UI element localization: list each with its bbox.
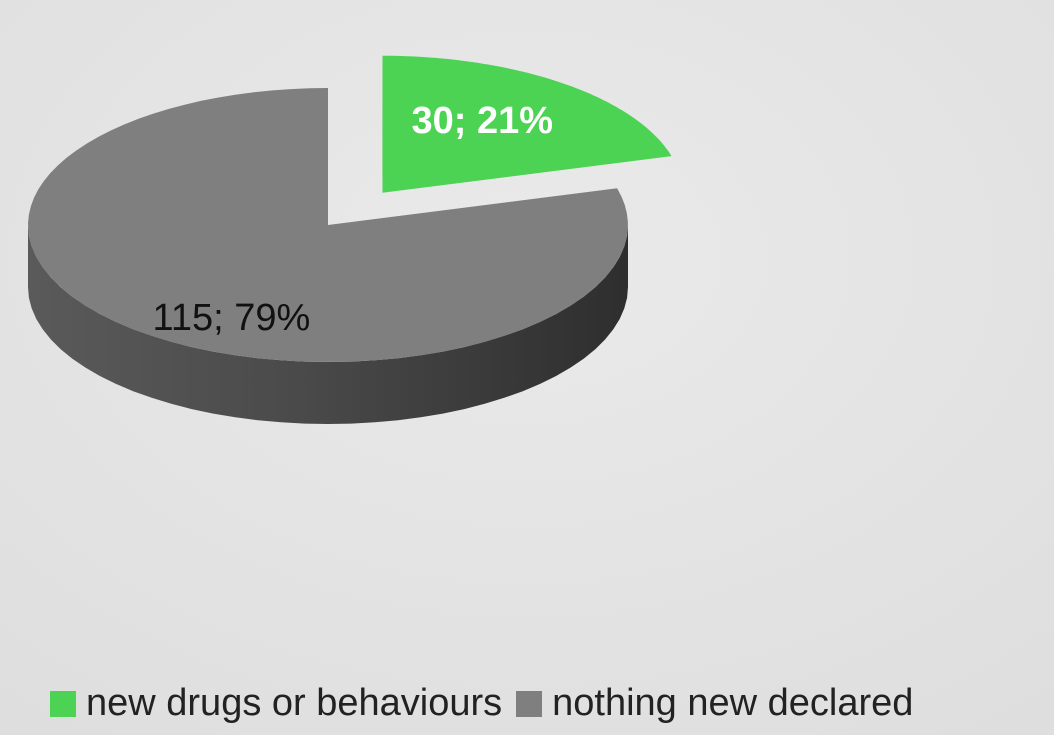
legend-swatch-new-drugs [50, 690, 76, 717]
legend-item-nothing-new: nothing new declared [516, 682, 913, 725]
legend-item-new-drugs: new drugs or behaviours [50, 682, 502, 725]
data-label-new-drugs: 30; 21% [412, 100, 554, 142]
pie-slices [28, 55, 672, 424]
data-label-nothing-new: 115; 79% [153, 297, 311, 339]
legend-label-nothing-new: nothing new declared [552, 682, 914, 724]
slice-top-nothing-new [28, 88, 628, 362]
legend-swatch-nothing-new [516, 690, 543, 717]
legend: new drugs or behaviours nothing new decl… [50, 682, 913, 725]
slice-side-nothing-new [28, 225, 628, 424]
legend-label-new-drugs: new drugs or behaviours [86, 682, 503, 724]
data-labels: 30; 21% 115; 79% [153, 100, 554, 339]
slice-top-new-drugs [382, 55, 672, 193]
